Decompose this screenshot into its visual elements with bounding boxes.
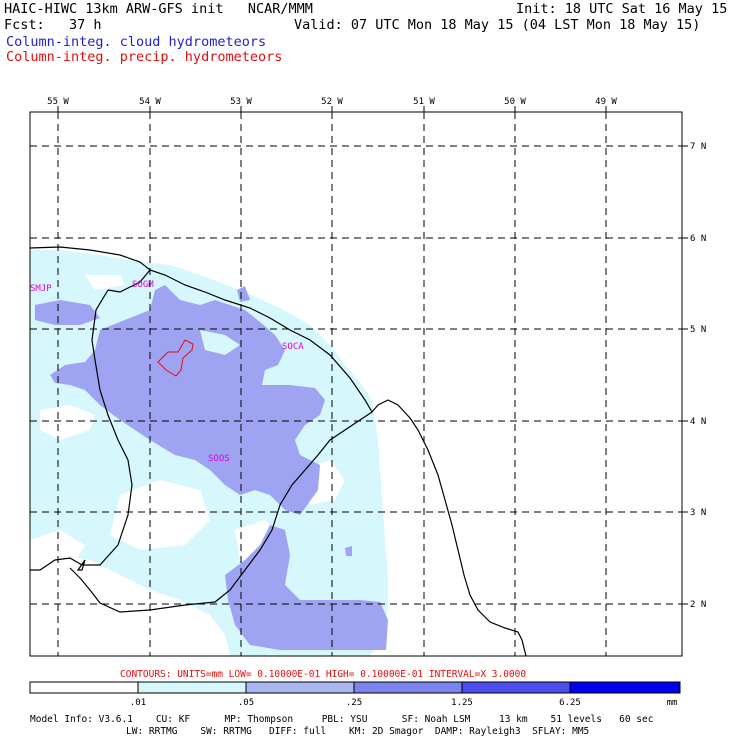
colorbar-tick-label: 6.25 <box>559 698 581 708</box>
colorbar-labels: .01 .05 .25 1.25 6.25 mm <box>130 698 678 708</box>
colorbar-tick-label: 1.25 <box>451 698 473 708</box>
lon-label: 51 W <box>413 97 435 107</box>
lon-label: 53 W <box>230 97 252 107</box>
cloud-field-medium <box>345 546 352 556</box>
colorbar-tick-label: .25 <box>346 698 362 708</box>
clear-patch <box>30 530 85 575</box>
lon-label: 49 W <box>595 97 617 107</box>
contours-note: CONTOURS: UNITS=mm LOW= 0.10000E-01 HIGH… <box>120 669 526 680</box>
cloud-shading <box>30 250 388 656</box>
lat-lon-grid <box>30 112 682 656</box>
lon-label: 55 W <box>47 97 69 107</box>
field-title-cloud: Column-integ. cloud hydrometeors <box>6 34 267 50</box>
border <box>76 559 86 571</box>
lat-label: 6 N <box>690 234 706 244</box>
colorbar-bin <box>461 681 571 694</box>
colorbar-units: mm <box>667 698 678 708</box>
colorbar-bin <box>245 681 355 694</box>
station-label-soca: SOCA <box>282 342 304 352</box>
lon-label: 54 W <box>139 97 161 107</box>
colorbar-tick-label: .01 <box>130 698 146 708</box>
station-label-sogm: SOGM <box>132 280 154 290</box>
forecast-hour: Fcst: 37 h <box>4 17 102 33</box>
clear-patch <box>110 480 210 550</box>
lon-labels: 55 W 54 W 53 W 52 W 51 W 50 W 49 W <box>47 97 617 107</box>
clear-patch <box>85 275 125 290</box>
map-frame <box>29 111 683 657</box>
lat-label: 5 N <box>690 325 706 335</box>
lat-label: 3 N <box>690 508 706 518</box>
lat-label: 2 N <box>690 600 706 610</box>
colorbar-bin <box>29 681 139 694</box>
cloud-field-medium <box>225 525 388 650</box>
lat-label: 4 N <box>690 417 706 427</box>
lon-label: 50 W <box>504 97 526 107</box>
cloud-field-medium <box>50 285 325 515</box>
station-labels: SMJP SOGM SOCA SOOS <box>30 280 304 464</box>
border <box>30 289 133 571</box>
coastline <box>30 246 527 656</box>
model-title: HAIC-HIWC 13km ARW-GFS init NCAR/MMM <box>4 1 313 17</box>
station-label-smjp: SMJP <box>30 284 52 294</box>
cloud-field-medium <box>237 286 250 302</box>
valid-time: Valid: 07 UTC Mon 18 May 15 (04 LST Mon … <box>294 17 701 33</box>
border <box>69 411 373 613</box>
cloud-field-medium <box>35 300 100 325</box>
coastlines-borders <box>30 246 527 656</box>
clear-patch <box>40 405 95 440</box>
colorbar-bin <box>137 681 247 694</box>
colorbar-bin <box>569 681 681 694</box>
clear-patch <box>200 330 240 355</box>
model-info-line1: Model Info: V3.6.1 CU: KF MP: Thompson P… <box>30 714 653 725</box>
colorbar-bin <box>353 681 463 694</box>
field-title-precip: Column-integ. precip. hydrometeors <box>6 49 283 65</box>
colorbar <box>29 681 681 694</box>
lat-labels: 7 N 6 N 5 N 4 N 3 N 2 N <box>690 142 706 610</box>
border <box>107 269 151 293</box>
colorbar-tick-label: .05 <box>238 698 254 708</box>
lat-label: 7 N <box>690 142 706 152</box>
lon-label: 52 W <box>321 97 343 107</box>
init-time: Init: 18 UTC Sat 16 May 15 <box>516 1 728 17</box>
station-label-soos: SOOS <box>208 454 230 464</box>
precip-contour <box>157 339 194 377</box>
model-info-line2: LW: RRTMG SW: RRTMG DIFF: full KM: 2D Sm… <box>126 726 589 737</box>
axis-ticks <box>57 106 688 605</box>
